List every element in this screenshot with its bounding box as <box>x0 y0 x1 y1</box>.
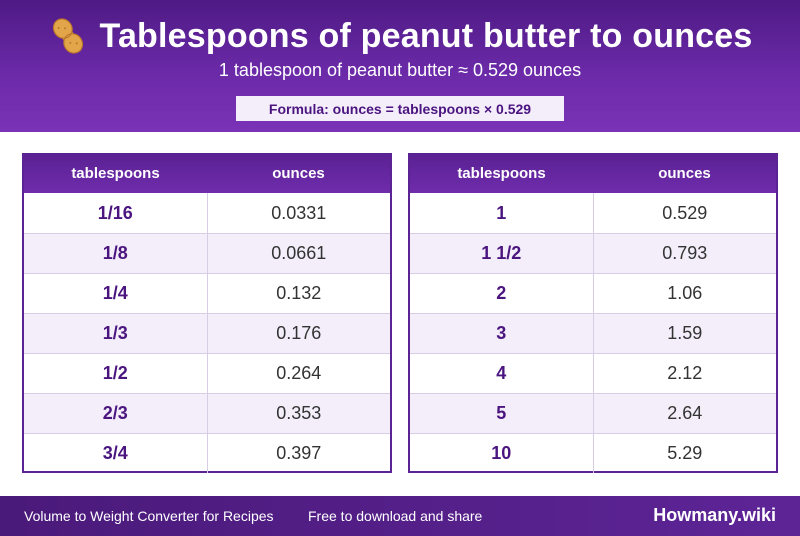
table-row: 1 0.529 <box>410 193 776 233</box>
tablespoons-cell: 1 1/2 <box>410 234 594 273</box>
table-row: 1/3 0.176 <box>24 313 390 353</box>
table-row: 2/3 0.353 <box>24 393 390 433</box>
table-row: 3/4 0.397 <box>24 433 390 473</box>
tablespoons-cell: 1/8 <box>24 234 208 273</box>
tablespoons-cell: 1/16 <box>24 193 208 233</box>
tablespoons-cell: 1/4 <box>24 274 208 313</box>
conversion-table-left: tablespoons ounces 1/16 0.0331 1/8 0.066… <box>22 153 392 473</box>
ounces-cell: 0.353 <box>276 403 322 423</box>
brand-logo-text[interactable]: Howmany.wiki <box>653 505 776 525</box>
ounces-cell: 1.06 <box>667 283 703 303</box>
column-header-ounces: ounces <box>658 164 711 182</box>
ounces-cell: 0.0331 <box>271 202 327 223</box>
conversion-table-right: tablespoons ounces 1 0.529 1 1/2 0.793 2… <box>408 153 778 473</box>
footer-share-note: Free to download and share <box>308 508 483 524</box>
ounces-cell: 2.64 <box>667 403 703 423</box>
ounces-cell: 1.59 <box>667 323 703 343</box>
ounces-cell: 0.397 <box>276 443 322 463</box>
ounces-cell: 0.132 <box>276 283 322 303</box>
header-banner: Tablespoons of peanut butter to ounces 1… <box>0 0 800 132</box>
table-row: 3 1.59 <box>410 313 776 353</box>
tablespoons-cell: 3/4 <box>24 434 208 473</box>
page-title: Tablespoons of peanut butter to ounces <box>99 16 753 55</box>
table-header: tablespoons ounces <box>410 153 776 193</box>
table-row: 1 1/2 0.793 <box>410 233 776 273</box>
ounces-cell: 5.29 <box>667 443 703 463</box>
table-body: 1 0.529 1 1/2 0.793 2 1.06 3 1.59 4 2.12… <box>410 193 776 473</box>
table-row: 4 2.12 <box>410 353 776 393</box>
table-row: 1/2 0.264 <box>24 353 390 393</box>
page-subtitle: 1 tablespoon of peanut butter ≈ 0.529 ou… <box>218 60 582 80</box>
ounces-cell: 2.12 <box>667 363 703 383</box>
column-header-ounces: ounces <box>272 164 325 182</box>
peanut-icon <box>52 18 83 54</box>
table-row: 1/8 0.0661 <box>24 233 390 273</box>
table-body: 1/16 0.0331 1/8 0.0661 1/4 0.132 1/3 0.1… <box>24 193 390 473</box>
title-row: Tablespoons of peanut butter to ounces <box>0 14 800 58</box>
footer-tagline: Volume to Weight Converter for Recipes <box>24 508 274 524</box>
footer-bar: Volume to Weight Converter for Recipes F… <box>0 496 800 536</box>
table-row: 1/16 0.0331 <box>24 193 390 233</box>
column-header-tablespoons: tablespoons <box>457 164 546 182</box>
tablespoons-cell: 1 <box>410 193 594 233</box>
tablespoons-cell: 4 <box>410 354 594 393</box>
column-header-tablespoons: tablespoons <box>71 164 160 182</box>
tablespoons-cell: 3 <box>410 314 594 353</box>
ounces-cell: 0.793 <box>662 243 708 263</box>
table-row: 2 1.06 <box>410 273 776 313</box>
ounces-cell: 0.529 <box>662 202 708 223</box>
table-header: tablespoons ounces <box>24 153 390 193</box>
tablespoons-cell: 5 <box>410 394 594 433</box>
table-row: 10 5.29 <box>410 433 776 473</box>
tablespoons-cell: 2 <box>410 274 594 313</box>
ounces-cell: 0.176 <box>276 323 322 343</box>
formula-box: Formula: ounces = tablespoons × 0.529 <box>236 96 564 121</box>
tablespoons-cell: 10 <box>410 434 594 473</box>
tablespoons-cell: 2/3 <box>24 394 208 433</box>
tablespoons-cell: 1/2 <box>24 354 208 393</box>
ounces-cell: 0.264 <box>276 363 322 383</box>
tablespoons-cell: 1/3 <box>24 314 208 353</box>
ounces-cell: 0.0661 <box>271 243 327 263</box>
table-row: 5 2.64 <box>410 393 776 433</box>
table-row: 1/4 0.132 <box>24 273 390 313</box>
